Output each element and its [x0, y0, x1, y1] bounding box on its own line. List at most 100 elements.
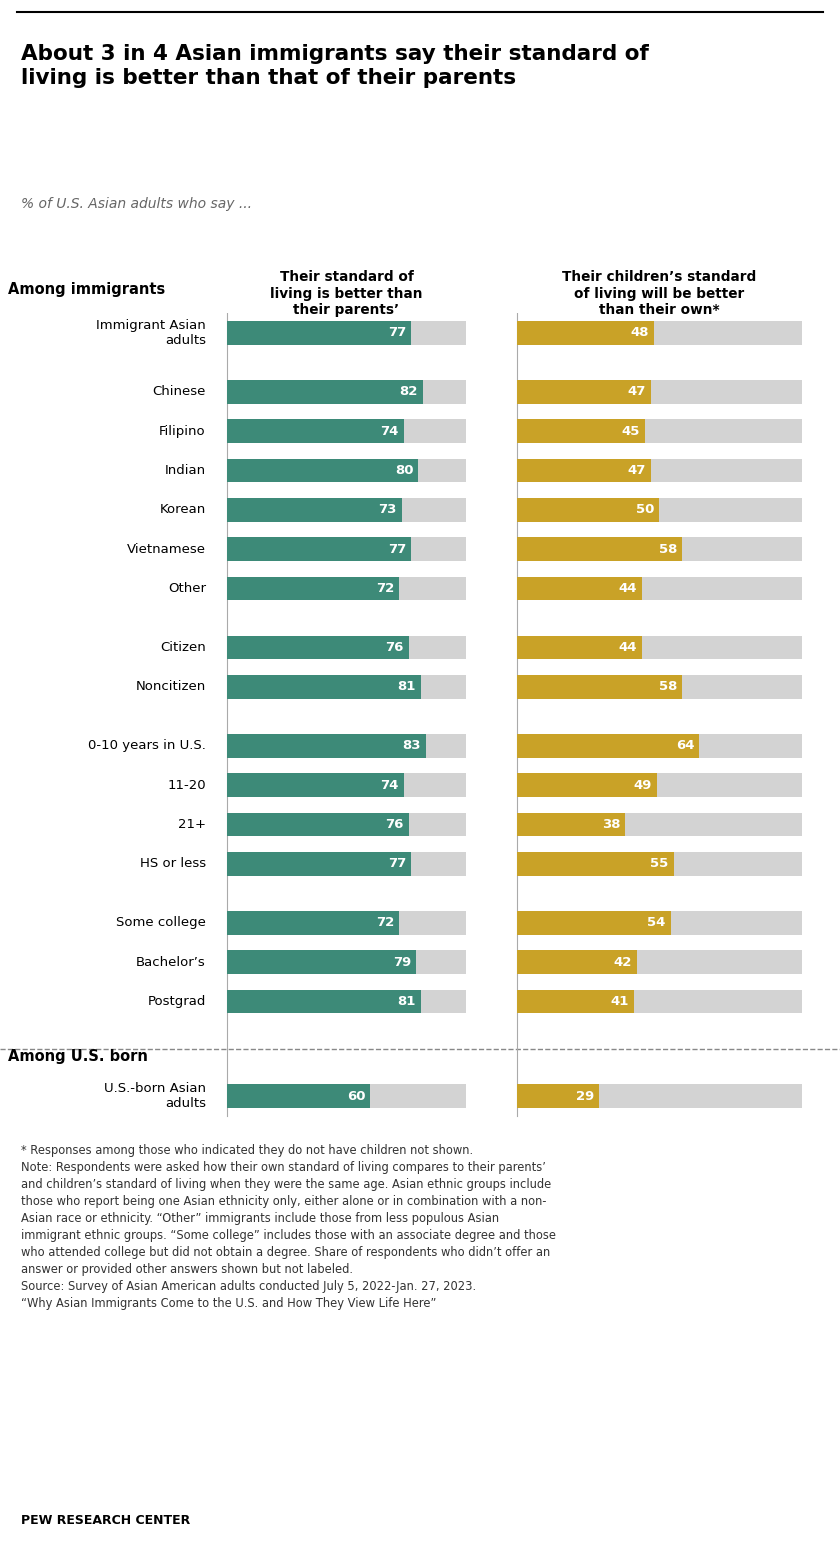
Text: 55: 55 — [650, 858, 669, 871]
Text: About 3 in 4 Asian immigrants say their standard of
living is better than that o: About 3 in 4 Asian immigrants say their … — [21, 44, 648, 88]
Bar — [517, 774, 657, 797]
Text: 45: 45 — [622, 424, 640, 438]
Text: 82: 82 — [400, 385, 418, 398]
Text: 0-10 years in U.S.: 0-10 years in U.S. — [88, 739, 206, 752]
Bar — [227, 420, 466, 443]
Bar — [227, 459, 466, 482]
Bar — [517, 498, 802, 521]
Bar — [227, 951, 466, 974]
Bar — [517, 774, 802, 797]
Text: 73: 73 — [378, 503, 396, 517]
Bar — [517, 951, 637, 974]
Bar — [517, 636, 802, 659]
Text: PEW RESEARCH CENTER: PEW RESEARCH CENTER — [21, 1514, 190, 1527]
Bar — [227, 576, 399, 600]
Text: 77: 77 — [388, 858, 406, 871]
Bar — [227, 1084, 370, 1107]
Bar — [517, 381, 651, 404]
Text: 49: 49 — [633, 778, 652, 792]
Text: 58: 58 — [659, 680, 677, 694]
Bar — [227, 381, 466, 404]
Text: Filipino: Filipino — [159, 424, 206, 438]
Bar — [517, 813, 625, 836]
Text: 38: 38 — [601, 817, 620, 832]
Bar — [227, 734, 466, 758]
Text: Among U.S. born: Among U.S. born — [8, 1049, 149, 1065]
Bar — [517, 1084, 802, 1107]
Bar — [227, 774, 466, 797]
Bar — [227, 498, 402, 521]
Text: 48: 48 — [630, 326, 648, 340]
Bar — [517, 537, 682, 561]
Bar — [227, 636, 409, 659]
Text: 81: 81 — [397, 994, 416, 1009]
Bar — [227, 852, 466, 875]
Text: Other: Other — [168, 583, 206, 595]
Text: Vietnamese: Vietnamese — [127, 543, 206, 556]
Bar — [517, 951, 802, 974]
Bar — [517, 381, 802, 404]
Text: 64: 64 — [676, 739, 695, 752]
Bar — [517, 675, 802, 698]
Text: 72: 72 — [375, 583, 394, 595]
Text: Citizen: Citizen — [160, 640, 206, 655]
Bar — [517, 321, 802, 345]
Bar — [227, 675, 466, 698]
Text: 21+: 21+ — [178, 817, 206, 832]
Text: 58: 58 — [659, 543, 677, 556]
Bar — [517, 420, 802, 443]
Text: 29: 29 — [576, 1090, 595, 1102]
Bar — [517, 636, 643, 659]
Text: 44: 44 — [619, 583, 638, 595]
Text: 80: 80 — [395, 464, 413, 478]
Text: Immigrant Asian
adults: Immigrant Asian adults — [96, 319, 206, 346]
Text: HS or less: HS or less — [139, 858, 206, 871]
Bar — [227, 420, 404, 443]
Text: Among immigrants: Among immigrants — [8, 282, 165, 298]
Bar — [517, 459, 651, 482]
Bar — [517, 911, 802, 935]
Bar — [517, 813, 802, 836]
Text: 79: 79 — [392, 955, 411, 969]
Text: Chinese: Chinese — [152, 385, 206, 398]
Bar — [227, 537, 411, 561]
Bar — [227, 911, 399, 935]
Text: Indian: Indian — [165, 464, 206, 478]
Bar — [517, 459, 802, 482]
Text: 41: 41 — [611, 994, 628, 1009]
Bar — [517, 852, 674, 875]
Text: 11-20: 11-20 — [167, 778, 206, 792]
Bar — [227, 990, 466, 1013]
Text: 47: 47 — [627, 385, 646, 398]
Text: Korean: Korean — [160, 503, 206, 517]
Bar — [517, 990, 633, 1013]
Bar — [227, 381, 423, 404]
Text: 54: 54 — [648, 916, 666, 930]
Bar — [517, 1084, 600, 1107]
Bar — [227, 576, 466, 600]
Bar — [227, 813, 466, 836]
Bar — [227, 321, 466, 345]
Bar — [517, 420, 645, 443]
Bar — [517, 852, 802, 875]
Text: 72: 72 — [375, 916, 394, 930]
Bar — [227, 852, 411, 875]
Text: Bachelor’s: Bachelor’s — [136, 955, 206, 969]
Bar — [227, 321, 411, 345]
Text: Postgrad: Postgrad — [148, 994, 206, 1009]
Bar — [517, 537, 802, 561]
Bar — [227, 537, 466, 561]
Bar — [517, 675, 682, 698]
Text: 42: 42 — [613, 955, 632, 969]
Text: 83: 83 — [402, 739, 421, 752]
Bar — [227, 498, 466, 521]
Text: * Responses among those who indicated they do not have children not shown.
Note:: * Responses among those who indicated th… — [21, 1143, 556, 1311]
Bar — [517, 990, 802, 1013]
Text: 76: 76 — [386, 640, 404, 655]
Bar — [227, 675, 421, 698]
Text: Their children’s standard
of living will be better
than their own*: Their children’s standard of living will… — [562, 271, 757, 316]
Text: 74: 74 — [381, 778, 399, 792]
Text: Their standard of
living is better than
their parents’: Their standard of living is better than … — [270, 271, 423, 316]
Text: 44: 44 — [619, 640, 638, 655]
Text: % of U.S. Asian adults who say ...: % of U.S. Asian adults who say ... — [21, 197, 252, 211]
